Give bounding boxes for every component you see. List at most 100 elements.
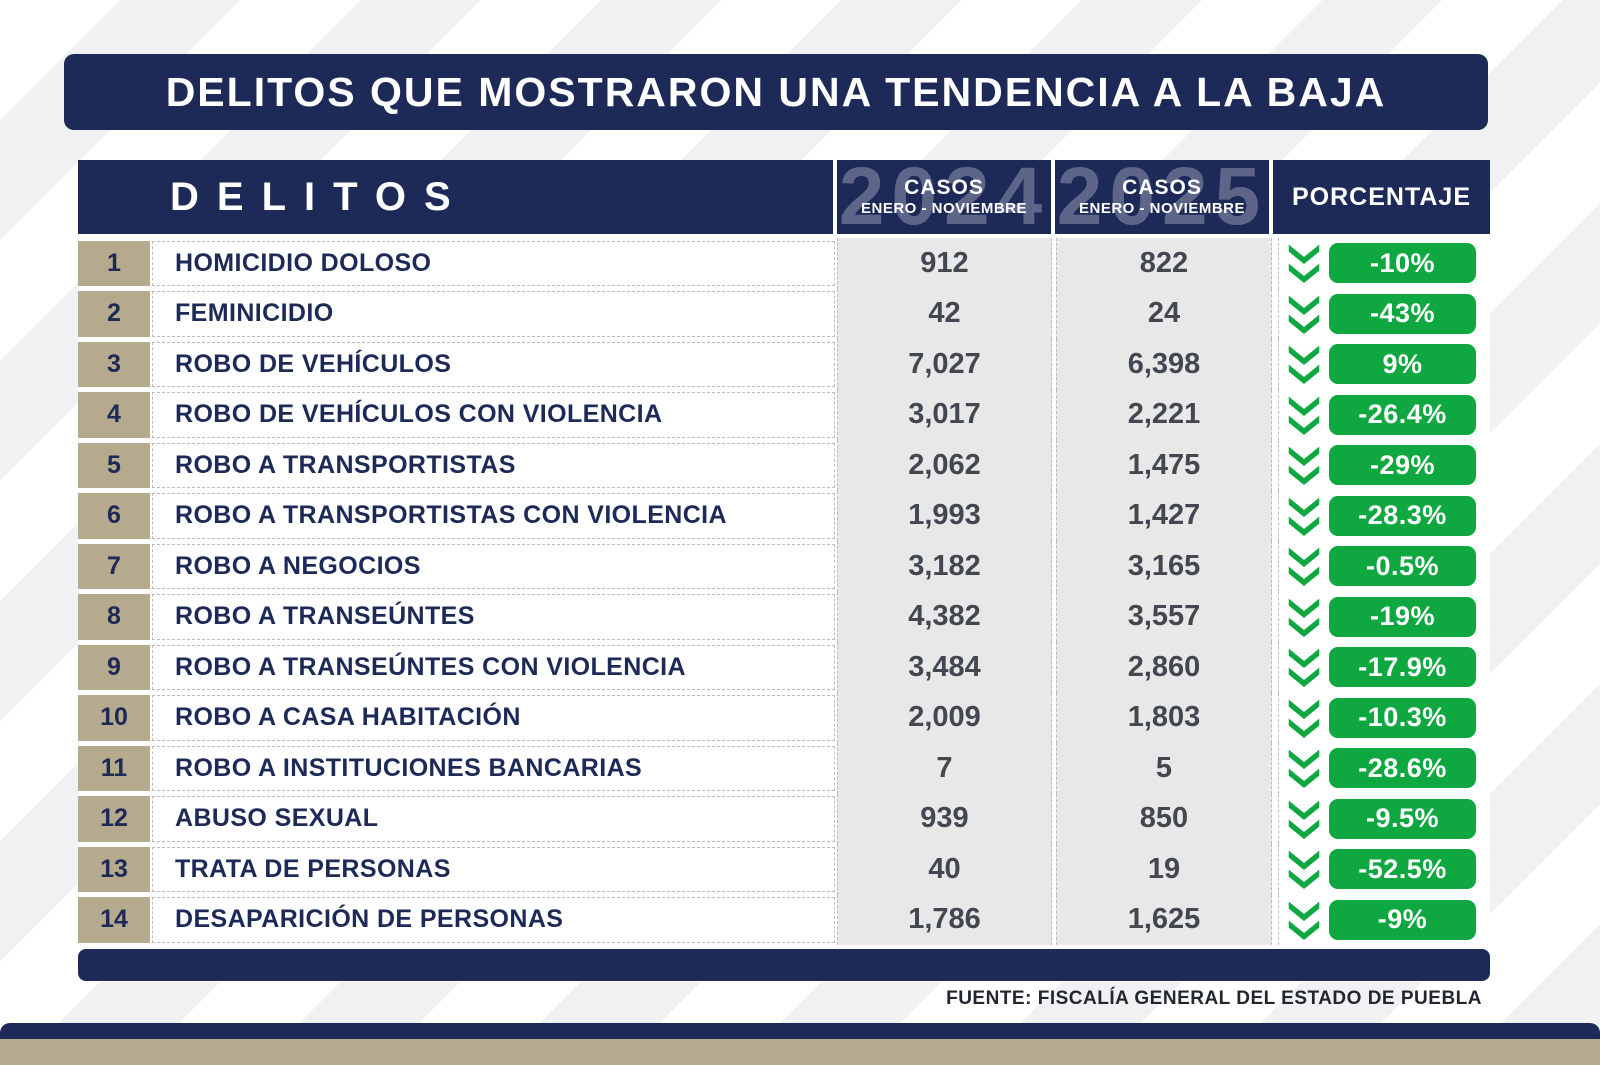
row-number-badge: 11 [78, 745, 150, 791]
table-row: 1 HOMICIDIO DOLOSO 912 822 -10% [78, 238, 1490, 289]
cases-2025-value: 2,221 [1056, 389, 1272, 440]
row-number-badge: 9 [78, 644, 150, 690]
cases-2024-value: 1,786 [837, 894, 1052, 945]
table-bottom-bar [78, 949, 1490, 981]
table-row: 6 ROBO A TRANSPORTISTAS CON VIOLENCIA 1,99… [78, 490, 1490, 541]
row-number-badge: 2 [78, 291, 150, 337]
cases-2025-value: 24 [1056, 288, 1272, 339]
percentage-cell: -9.5% [1278, 793, 1490, 844]
row-number-badge: 13 [78, 846, 150, 892]
source-text: FUENTE: FISCALÍA GENERAL DEL ESTADO DE P… [946, 988, 1482, 1009]
cases-2025-value: 822 [1056, 238, 1272, 289]
casos-label: CASOS [1122, 176, 1202, 200]
cases-2025-value: 850 [1056, 793, 1272, 844]
trend-down-chevron-icon [1287, 292, 1321, 336]
cases-2025-value: 1,625 [1056, 894, 1272, 945]
cases-2025-value: 3,557 [1056, 591, 1272, 642]
cases-2025-value: 19 [1056, 844, 1272, 895]
column-header-casos-2024: 2024 CASOS ENERO - NOVIEMBRE [837, 160, 1051, 234]
crime-name-label: ABUSO SEXUAL [152, 796, 835, 842]
percentage-cell: -43% [1278, 288, 1490, 339]
table-row: 13 TRATA DE PERSONAS 40 19 -52.5% [78, 844, 1490, 895]
percentage-badge: -28.6% [1329, 748, 1476, 789]
cases-2024-value: 912 [837, 238, 1052, 289]
percentage-cell: -28.3% [1278, 490, 1490, 541]
cases-2025-value: 1,475 [1056, 440, 1272, 491]
crime-table: DELITOS 2024 CASOS ENERO - NOVIEMBRE 202… [78, 160, 1490, 982]
column-header-casos-2025: 2025 CASOS ENERO - NOVIEMBRE [1055, 160, 1269, 234]
trend-down-chevron-icon [1287, 645, 1321, 690]
crime-name-label: ROBO A INSTITUCIONES BANCARIAS [152, 745, 835, 791]
table-row: 4 ROBO DE VEHÍCULOS CON VIOLENCIA 3,017 2,2… [78, 389, 1490, 440]
cases-2024-value: 40 [837, 844, 1052, 895]
row-number-badge: 4 [78, 392, 150, 438]
crime-name-label: HOMICIDIO DOLOSO [152, 240, 835, 286]
cases-2025-value: 2,860 [1056, 642, 1272, 693]
table-row: 2 FEMINICIDIO 42 24 -43% [78, 288, 1490, 339]
cases-2025-value: 1,803 [1056, 692, 1272, 743]
trend-down-chevron-icon [1287, 797, 1321, 841]
casos-label: CASOS [904, 176, 984, 200]
trend-down-chevron-icon [1287, 746, 1321, 791]
row-number-badge: 3 [78, 341, 150, 387]
cases-2024-value: 939 [837, 793, 1052, 844]
casos-period-label: ENERO - NOVIEMBRE [860, 200, 1027, 218]
row-number-badge: 7 [78, 543, 150, 589]
percentage-badge: -9.5% [1329, 798, 1476, 839]
footer-navy-bar [0, 1023, 1600, 1039]
column-header-delitos: DELITOS [78, 160, 833, 234]
percentage-badge: -9% [1329, 899, 1476, 940]
percentage-cell: -0.5% [1278, 541, 1490, 592]
table-row: 14 DESAPARICIÓN DE PERSONAS 1,786 1,625 -9% [78, 894, 1490, 945]
table-row: 10 ROBO A CASA HABITACIÓN 2,009 1,803 -10.3% [78, 692, 1490, 743]
cases-2024-value: 42 [837, 288, 1052, 339]
table-row: 7 ROBO A NEGOCIOS 3,182 3,165 -0.5% [78, 541, 1490, 592]
row-number-badge: 5 [78, 442, 150, 488]
cases-2025-value: 5 [1056, 743, 1272, 794]
crime-name-label: FEMINICIDIO [152, 291, 835, 337]
table-row: 9 ROBO A TRANSEÚNTES CON VIOLENCIA 3,484 2,… [78, 642, 1490, 693]
percentage-badge: 9% [1329, 344, 1476, 385]
crime-name-label: ROBO A NEGOCIOS [152, 543, 835, 589]
cases-2025-value: 6,398 [1056, 339, 1272, 390]
table-body: 1 HOMICIDIO DOLOSO 912 822 -10% 2 FEMINICIDIO 4… [78, 238, 1490, 945]
percentage-cell: -9% [1278, 894, 1490, 945]
percentage-badge: -26.4% [1329, 394, 1476, 435]
trend-down-chevron-icon [1287, 696, 1321, 740]
table-row: 5 ROBO A TRANSPORTISTAS 2,062 1,475 -29% [78, 440, 1490, 491]
row-number-badge: 14 [78, 897, 150, 943]
cases-2024-value: 7,027 [837, 339, 1052, 390]
crime-name-label: ROBO DE VEHÍCULOS CON VIOLENCIA [152, 392, 835, 438]
cases-2024-value: 2,009 [837, 692, 1052, 743]
crime-name-label: TRATA DE PERSONAS [152, 846, 835, 892]
percentage-cell: -10% [1278, 238, 1490, 289]
trend-down-chevron-icon [1287, 494, 1321, 538]
page-title: DELITOS QUE MOSTRARON UNA TENDENCIA A LA… [165, 68, 1387, 115]
percentage-cell: -26.4% [1278, 389, 1490, 440]
crime-name-label: ROBO A TRANSEÚNTES CON VIOLENCIA [152, 644, 835, 690]
row-number-badge: 8 [78, 594, 150, 640]
percentage-badge: -10% [1329, 243, 1476, 284]
cases-2024-value: 4,382 [837, 591, 1052, 642]
cases-2025-value: 3,165 [1056, 541, 1272, 592]
crime-name-label: ROBO DE VEHÍCULOS [152, 341, 835, 387]
cases-2024-value: 3,182 [837, 541, 1052, 592]
percentage-cell: -10.3% [1278, 692, 1490, 743]
table-row: 8 ROBO A TRANSEÚNTES 4,382 3,557 -19% [78, 591, 1490, 642]
title-banner: DELITOS QUE MOSTRARON UNA TENDENCIA A LA… [64, 54, 1488, 130]
cases-2024-value: 1,993 [837, 490, 1052, 541]
table-header: DELITOS 2024 CASOS ENERO - NOVIEMBRE 202… [78, 160, 1490, 234]
percentage-cell: -19% [1278, 591, 1490, 642]
trend-down-chevron-icon [1287, 595, 1321, 639]
percentage-cell: -17.9% [1278, 642, 1490, 693]
footer-tan-bar [0, 1039, 1600, 1065]
trend-down-chevron-icon [1287, 241, 1321, 286]
table-row: 3 ROBO DE VEHÍCULOS 7,027 6,398 9% [78, 339, 1490, 390]
trend-down-chevron-icon [1287, 342, 1321, 387]
percentage-badge: -19% [1329, 596, 1476, 637]
percentage-badge: -10.3% [1329, 697, 1476, 738]
percentage-cell: -52.5% [1278, 844, 1490, 895]
trend-down-chevron-icon [1287, 544, 1321, 589]
percentage-cell: -28.6% [1278, 743, 1490, 794]
crime-name-label: DESAPARICIÓN DE PERSONAS [152, 897, 835, 943]
